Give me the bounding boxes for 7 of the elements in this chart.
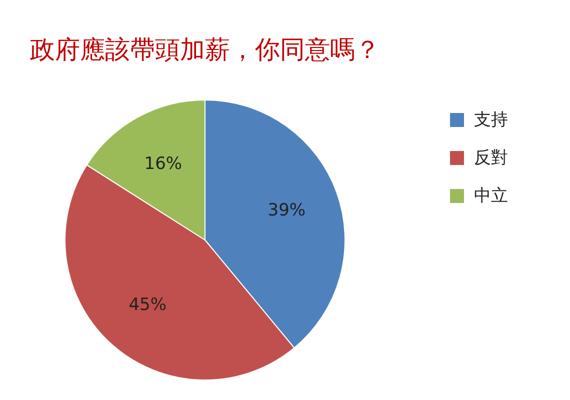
data-label: 39% (268, 200, 306, 221)
chart-title: 政府應該帶頭加薪，你同意嗎？ (30, 35, 380, 64)
legend-label: 反對 (474, 148, 508, 168)
legend-label: 中立 (474, 186, 508, 206)
data-label: 45% (128, 295, 166, 316)
legend-label: 支持 (474, 110, 508, 130)
data-label: 16% (144, 154, 182, 174)
